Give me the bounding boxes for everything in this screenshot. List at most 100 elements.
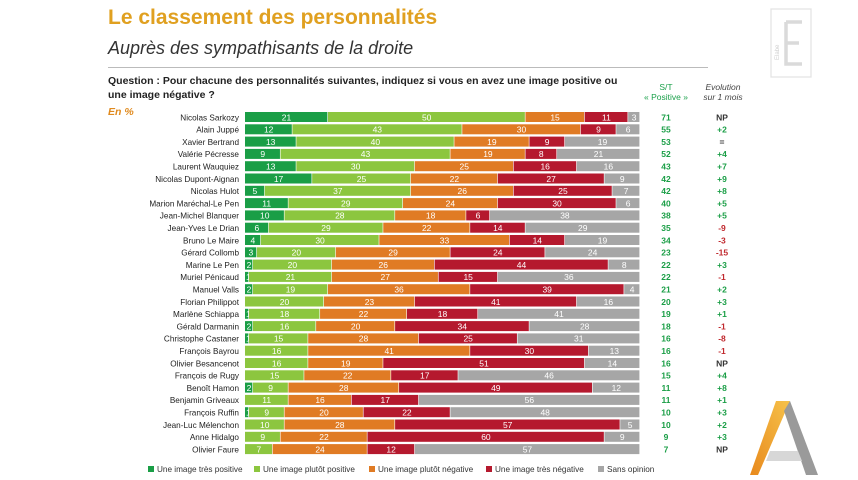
bar-segment: [248, 333, 308, 344]
bar-value-label: 4: [251, 235, 256, 245]
bar-value-label: 13: [266, 162, 276, 172]
bar-segment: [612, 185, 640, 196]
bar-value-label: 2: [247, 321, 252, 331]
bar-value-label: 6: [254, 223, 259, 233]
st-header-line2: « Positive »: [644, 92, 688, 102]
survey-question: Question : Pour chacune des personnalité…: [108, 75, 618, 101]
bar-value-label: 9: [545, 137, 550, 147]
bar-segment: [245, 382, 253, 393]
evolution-value: -8: [718, 334, 726, 344]
bar-segment: [245, 173, 312, 184]
bar-value-label: 26: [458, 186, 468, 196]
bar-value-label: 29: [578, 223, 588, 233]
category-label: Gérard Collomb: [181, 249, 239, 258]
category-label: Marlène Schiappa: [173, 310, 239, 319]
bar-segment: [245, 308, 249, 319]
evolution-value: +3: [717, 297, 727, 307]
category-label: Muriel Pénicaud: [180, 273, 239, 282]
st-positive-value: 18: [661, 321, 671, 331]
bar-value-label: 22: [359, 309, 369, 319]
evolution-value: +2: [717, 420, 727, 430]
legend-entry: Une image très positive: [157, 465, 243, 474]
st-positive-value: 15: [661, 371, 671, 381]
bar-value-label: 19: [483, 149, 493, 159]
category-label: Benjamin Griveaux: [170, 396, 239, 405]
bar-value-label: 6: [626, 198, 631, 208]
bar-segment: [245, 124, 292, 135]
bar-value-label: 25: [558, 186, 568, 196]
bar-segment: [280, 148, 450, 159]
bar-segment: [284, 419, 395, 430]
bar-value-label: 33: [440, 235, 450, 245]
bar-value-label: 20: [288, 260, 298, 270]
bar-value-label: 15: [274, 334, 284, 344]
bar-segment: [529, 321, 640, 332]
bar-segment: [245, 247, 257, 258]
bar-segment: [478, 308, 640, 319]
bar-value-label: 43: [361, 149, 371, 159]
bar-value-label: 25: [357, 174, 367, 184]
bar-value-label: 16: [604, 297, 614, 307]
bar-segment: [245, 185, 265, 196]
bar-value-label: 5: [628, 420, 633, 430]
category-label: Olivier Faure: [192, 445, 239, 454]
elabe-watermark-logo: Elabe: [770, 8, 812, 78]
evolution-value: =: [720, 137, 725, 147]
bar-segment: [245, 235, 261, 245]
bar-segment: [308, 333, 419, 344]
category-label: François de Rugy: [175, 372, 240, 381]
bar-segment: [312, 173, 411, 184]
bar-segment: [331, 271, 438, 282]
bar-value-label: 20: [319, 408, 329, 418]
evolution-value: NP: [716, 444, 728, 454]
bar-value-label: 16: [540, 162, 550, 172]
bar-value-label: 12: [612, 383, 622, 393]
bar-segment: [245, 161, 296, 172]
bar-segment: [564, 235, 640, 245]
bar-segment: [280, 431, 367, 442]
bar-segment: [288, 198, 403, 209]
bar-segment: [252, 321, 316, 332]
st-positive-value: 7: [664, 444, 669, 454]
st-positive-value: 10: [661, 420, 671, 430]
bar-value-label: 36: [394, 285, 404, 295]
title-divider: [108, 67, 708, 68]
bar-value-label: 3: [249, 248, 254, 258]
bar-value-label: 15: [550, 112, 560, 122]
category-label: Marine Le Pen: [186, 261, 240, 270]
bar-segment: [248, 271, 332, 282]
evolution-value: NP: [716, 358, 728, 368]
bar-value-label: 19: [341, 358, 351, 368]
bar-segment: [489, 210, 640, 221]
st-positive-value: 22: [661, 260, 671, 270]
st-positive-value: 10: [661, 408, 671, 418]
bar-value-label: 6: [626, 125, 631, 135]
bar-segment: [462, 124, 581, 135]
evolution-value: +9: [717, 174, 727, 184]
legend-entry: Une image très négative: [495, 465, 584, 474]
bar-segment: [308, 345, 470, 356]
bar-value-label: 24: [315, 444, 325, 454]
evolution-value: +3: [717, 432, 727, 442]
evolution-value: +1: [717, 395, 727, 405]
bar-value-label: 60: [481, 432, 491, 442]
bar-segment: [399, 382, 592, 393]
bar-value-label: 28: [335, 211, 345, 221]
bar-value-label: 2: [247, 285, 252, 295]
bar-value-label: 16: [315, 395, 325, 405]
category-label: Christophe Castaner: [164, 335, 239, 344]
bar-segment: [367, 431, 604, 442]
bar-segment: [245, 284, 253, 295]
bar-value-label: 25: [459, 162, 469, 172]
bar-value-label: 49: [491, 383, 501, 393]
bar-value-label: 17: [274, 174, 284, 184]
category-label: Nicolas Dupont-Aignan: [155, 175, 239, 184]
evolution-value: -15: [716, 248, 729, 258]
bar-value-label: 19: [598, 137, 608, 147]
bar-segment: [529, 136, 565, 147]
category-label: Manuel Valls: [193, 286, 239, 295]
bar-segment: [410, 185, 513, 196]
bar-segment: [395, 210, 466, 221]
bar-segment: [450, 247, 545, 258]
bar-segment: [604, 431, 640, 442]
